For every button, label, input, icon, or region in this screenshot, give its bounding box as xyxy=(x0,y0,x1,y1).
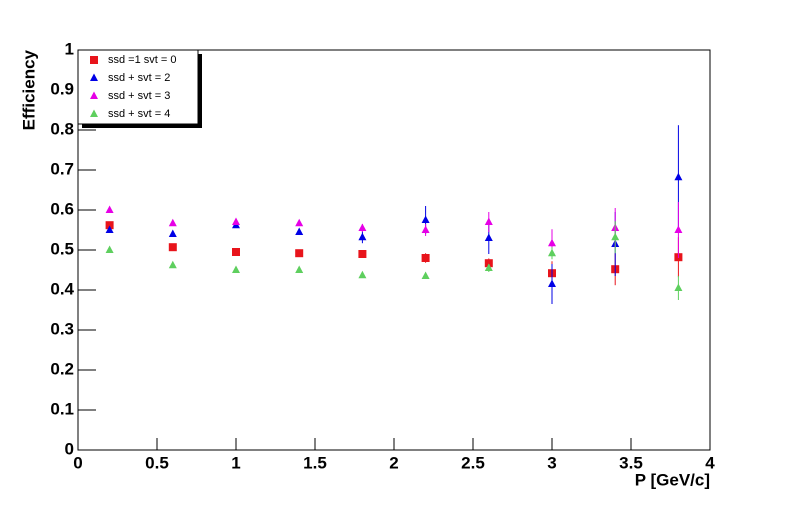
point xyxy=(548,279,556,287)
legend-label: ssd + svt = 4 xyxy=(108,108,170,120)
point xyxy=(168,229,177,237)
x-tick-label: 1 xyxy=(231,453,240,472)
x-tick-label: 0.5 xyxy=(145,453,169,472)
y-tick-label: 0.3 xyxy=(50,319,74,338)
point xyxy=(421,225,430,233)
point xyxy=(105,221,114,230)
y-axis-label: Efficiency xyxy=(19,49,38,130)
point xyxy=(358,232,367,241)
x-tick-label: 3.5 xyxy=(619,453,643,472)
y-tick-label: 0.6 xyxy=(50,199,74,218)
point xyxy=(295,249,304,258)
point xyxy=(421,215,430,223)
point xyxy=(674,283,683,291)
x-axis-label: P [GeV/c] xyxy=(635,470,710,489)
x-tick-label: 1.5 xyxy=(303,453,327,472)
point xyxy=(421,271,430,279)
point xyxy=(611,232,620,241)
point xyxy=(484,263,493,271)
point xyxy=(295,227,304,235)
point xyxy=(358,270,367,279)
legend-marker xyxy=(90,109,98,117)
point xyxy=(421,254,430,262)
point xyxy=(105,245,114,253)
legend-marker xyxy=(90,73,98,81)
point xyxy=(484,259,493,268)
point xyxy=(232,217,240,225)
point xyxy=(168,218,177,227)
series xyxy=(105,202,683,258)
x-tick-label: 2.5 xyxy=(461,453,485,472)
legend-marker xyxy=(90,56,98,64)
y-tick-label: 0.2 xyxy=(50,359,74,378)
y-tick-label: 0.5 xyxy=(50,239,74,258)
point xyxy=(548,238,556,247)
series xyxy=(105,221,683,300)
point xyxy=(358,223,367,231)
point xyxy=(295,218,304,227)
legend-label: ssd =1 svt = 0 xyxy=(108,54,176,66)
point xyxy=(232,248,240,256)
y-tick-label: 0 xyxy=(65,439,74,458)
y-tick-label: 0.4 xyxy=(50,279,74,298)
y-tick-label: 0.8 xyxy=(50,119,74,138)
point xyxy=(484,233,493,241)
point xyxy=(358,250,367,258)
y-tick-label: 0.7 xyxy=(50,159,74,178)
x-tick-label: 2 xyxy=(389,453,398,472)
legend-marker xyxy=(90,91,98,99)
point xyxy=(674,225,683,233)
point xyxy=(105,205,114,213)
x-tick-label: 0 xyxy=(73,453,82,472)
y-tick-label: 1 xyxy=(65,39,74,58)
y-tick-label: 0.1 xyxy=(50,399,74,418)
point xyxy=(168,260,177,269)
point xyxy=(295,265,304,273)
legend-label: ssd + svt = 3 xyxy=(108,90,170,102)
point xyxy=(168,243,177,252)
legend-label: ssd + svt = 2 xyxy=(108,72,170,84)
point xyxy=(674,172,683,181)
point xyxy=(232,265,240,273)
y-tick-label: 0.9 xyxy=(50,79,74,98)
point xyxy=(484,217,493,225)
point xyxy=(105,225,114,233)
point xyxy=(548,248,556,257)
x-tick-label: 3 xyxy=(547,453,556,472)
x-tick-label: 4 xyxy=(705,453,715,472)
